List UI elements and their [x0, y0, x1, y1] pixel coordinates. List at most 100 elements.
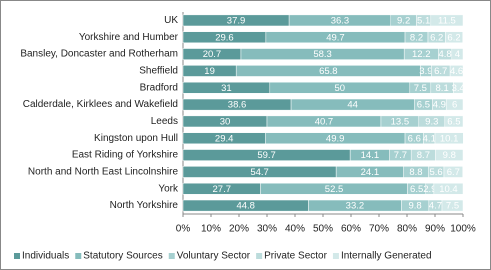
data-label: 7.5	[414, 83, 427, 94]
y-tick-label: Kingston upon Hull	[94, 133, 178, 144]
y-tick-label: York	[158, 183, 179, 194]
data-label: 8.2	[410, 32, 423, 43]
data-label: 59.7	[257, 150, 276, 161]
bar-segment	[453, 81, 464, 94]
data-label: 10.1	[440, 133, 459, 144]
data-label: 36.3	[331, 15, 350, 26]
x-tick-label: 60%	[341, 224, 361, 235]
legend-label: Voluntary Sector	[177, 251, 251, 262]
x-tick-label: 20%	[229, 224, 249, 235]
y-tick-label: East Riding of Yorkshire	[72, 150, 179, 161]
bar-segment	[435, 149, 464, 161]
bar-segment	[449, 65, 464, 77]
data-label: 6.7	[447, 167, 460, 178]
data-label: 33.2	[346, 201, 365, 212]
legend-label: Statutory Sources	[83, 251, 162, 262]
data-label: 6.6	[408, 133, 421, 144]
bar-segment	[433, 182, 464, 195]
bar-segment	[443, 166, 463, 178]
data-label: 40.7	[315, 116, 334, 127]
data-label: 4.8	[438, 49, 451, 60]
data-label: 5.6	[430, 167, 443, 178]
data-label: 8.1	[436, 83, 449, 94]
data-label: 4.1	[423, 133, 436, 144]
data-label: 4	[455, 49, 460, 60]
x-tick-label: 80%	[397, 224, 417, 235]
x-tick-label: 0%	[176, 224, 191, 235]
data-label: 7.5	[446, 201, 459, 212]
y-tick-label: UK	[164, 15, 178, 26]
bar-segment	[434, 132, 464, 145]
data-label: 14.1	[361, 150, 380, 161]
legend-label: Internally Generated	[341, 251, 432, 262]
legend-swatch	[256, 253, 263, 259]
data-label: 38.6	[228, 100, 247, 111]
data-label: 9.3	[425, 116, 438, 127]
bar-segment	[451, 48, 464, 60]
y-tick-label: Bansley, Doncaster and Rotherham	[20, 49, 178, 60]
y-tick-label: North Yorkshire	[110, 200, 179, 211]
data-label: 9.2	[397, 15, 410, 26]
data-label: 4.7	[429, 201, 442, 212]
legend-swatch	[14, 253, 20, 259]
bar-segment	[444, 115, 464, 128]
x-tick-label: 30%	[257, 224, 277, 235]
data-label: 49.7	[326, 32, 345, 43]
data-label: 6.5	[447, 116, 460, 127]
data-label: 44.8	[236, 201, 255, 212]
y-tick-label: Yorkshire and Humber	[79, 32, 179, 43]
bar-segment	[430, 14, 464, 27]
data-label: 5.1	[417, 15, 430, 26]
data-label: 8.7	[417, 150, 430, 161]
legend-swatch	[75, 253, 82, 259]
legend-swatch	[168, 253, 175, 259]
data-label: 29.4	[215, 133, 234, 144]
data-label: 6.7	[434, 66, 447, 77]
data-label: 6.5	[410, 184, 423, 195]
data-label: 31	[221, 83, 232, 94]
bar-segment	[445, 98, 464, 111]
y-tick-label: Calderdale, Kirklees and Wakefield	[23, 99, 178, 110]
data-label: 20.7	[203, 49, 222, 60]
data-label: 58.3	[313, 49, 332, 60]
y-tick-label: Sheffield	[139, 66, 178, 77]
x-tick-label: 40%	[285, 224, 305, 235]
data-label: 52.5	[325, 184, 344, 195]
x-tick-label: 70%	[369, 224, 389, 235]
bar-segment	[441, 199, 464, 212]
data-label: 65.8	[319, 66, 338, 77]
data-label: 2.9	[423, 184, 436, 195]
data-label: 9.8	[443, 150, 456, 161]
y-tick-label: Leeds	[151, 116, 178, 127]
x-tick-label: 90%	[425, 224, 445, 235]
data-label: 4.9	[433, 100, 446, 111]
data-label: 8.8	[409, 167, 422, 178]
data-label: 3.9	[419, 66, 432, 77]
data-label: 11.5	[438, 15, 456, 26]
data-label: 24.1	[361, 167, 380, 178]
data-label: 37.9	[227, 15, 246, 26]
x-tick-label: 100%	[450, 224, 476, 235]
data-label: 6.5	[417, 100, 430, 111]
data-label: 50	[335, 83, 346, 94]
data-label: 4.6	[450, 66, 463, 77]
data-label: 10.4	[439, 184, 458, 195]
data-label: 13.5	[391, 116, 410, 127]
data-label: 54.7	[250, 167, 269, 178]
data-label: 6	[452, 100, 457, 111]
bar-segment	[445, 31, 463, 44]
legend-label: Private Sector	[264, 251, 327, 262]
data-label: 6.2	[447, 32, 460, 43]
data-label: 27.7	[213, 184, 232, 195]
data-label: 19	[204, 66, 215, 77]
y-tick-label: North and North East Lincolnshire	[28, 167, 179, 178]
data-label: 3.4	[452, 83, 465, 94]
data-label: 29.6	[215, 32, 234, 43]
y-tick-label: Bradford	[140, 82, 178, 93]
x-tick-label: 50%	[313, 224, 333, 235]
data-label: 44	[347, 100, 358, 111]
data-label: 12.2	[412, 49, 431, 60]
data-label: 30	[220, 116, 231, 127]
legend-label: Individuals	[22, 251, 69, 262]
